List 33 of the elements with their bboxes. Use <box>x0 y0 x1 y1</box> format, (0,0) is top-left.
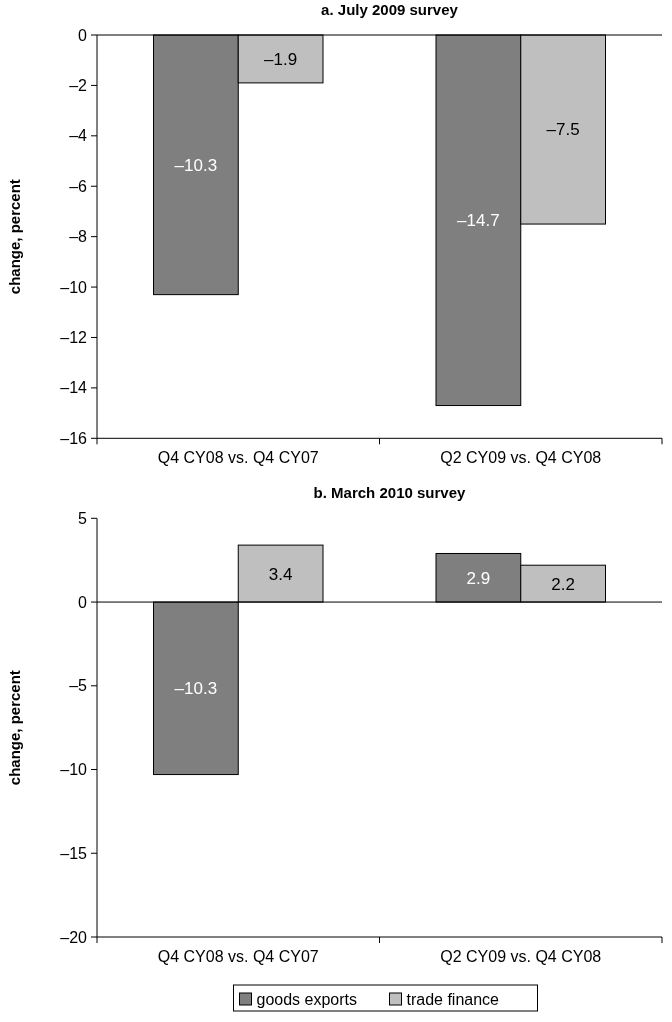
y-axis-title: change, percent <box>6 179 23 295</box>
y-axis-title: change, percent <box>6 670 23 786</box>
y-tick-label: –16 <box>60 429 88 447</box>
data-label: –7.5 <box>546 120 580 140</box>
y-tick-label: –14 <box>60 379 88 397</box>
y-tick-label: 0 <box>78 26 88 44</box>
y-tick-label: –2 <box>69 77 88 95</box>
y-tick-label: –20 <box>60 928 88 946</box>
legend-label: goods exports <box>256 990 358 1008</box>
y-tick-label: –10 <box>60 278 88 296</box>
y-tick-label: 5 <box>78 509 88 527</box>
x-tick-label: Q2 CY09 vs. Q4 CY08 <box>440 948 602 965</box>
y-tick-label: –12 <box>60 329 88 347</box>
x-tick-label: Q4 CY08 vs. Q4 CY07 <box>157 449 319 467</box>
data-label: 3.4 <box>268 564 293 584</box>
data-label: 2.9 <box>466 568 491 588</box>
data-label: –10.3 <box>174 679 218 699</box>
y-tick-label: –8 <box>69 228 88 246</box>
data-label: –14.7 <box>457 211 500 231</box>
data-label: –1.9 <box>264 49 298 69</box>
chart-title: a. July 2009 survey <box>321 1 459 18</box>
y-tick-label: –10 <box>60 761 88 779</box>
y-tick-label: –15 <box>60 844 88 862</box>
y-tick-label: –6 <box>69 177 88 195</box>
data-label: 2.2 <box>551 574 575 594</box>
y-tick-label: –5 <box>69 677 88 695</box>
legend-label: trade finance <box>406 990 500 1008</box>
x-tick-label: Q2 CY09 vs. Q4 CY08 <box>440 449 602 467</box>
chart-title: b. March 2010 survey <box>313 484 467 502</box>
y-tick-label: 0 <box>78 593 88 611</box>
x-tick-label: Q4 CY08 vs. Q4 CY07 <box>157 948 319 965</box>
y-tick-label: –4 <box>69 127 88 145</box>
data-label: –10.3 <box>174 155 218 175</box>
